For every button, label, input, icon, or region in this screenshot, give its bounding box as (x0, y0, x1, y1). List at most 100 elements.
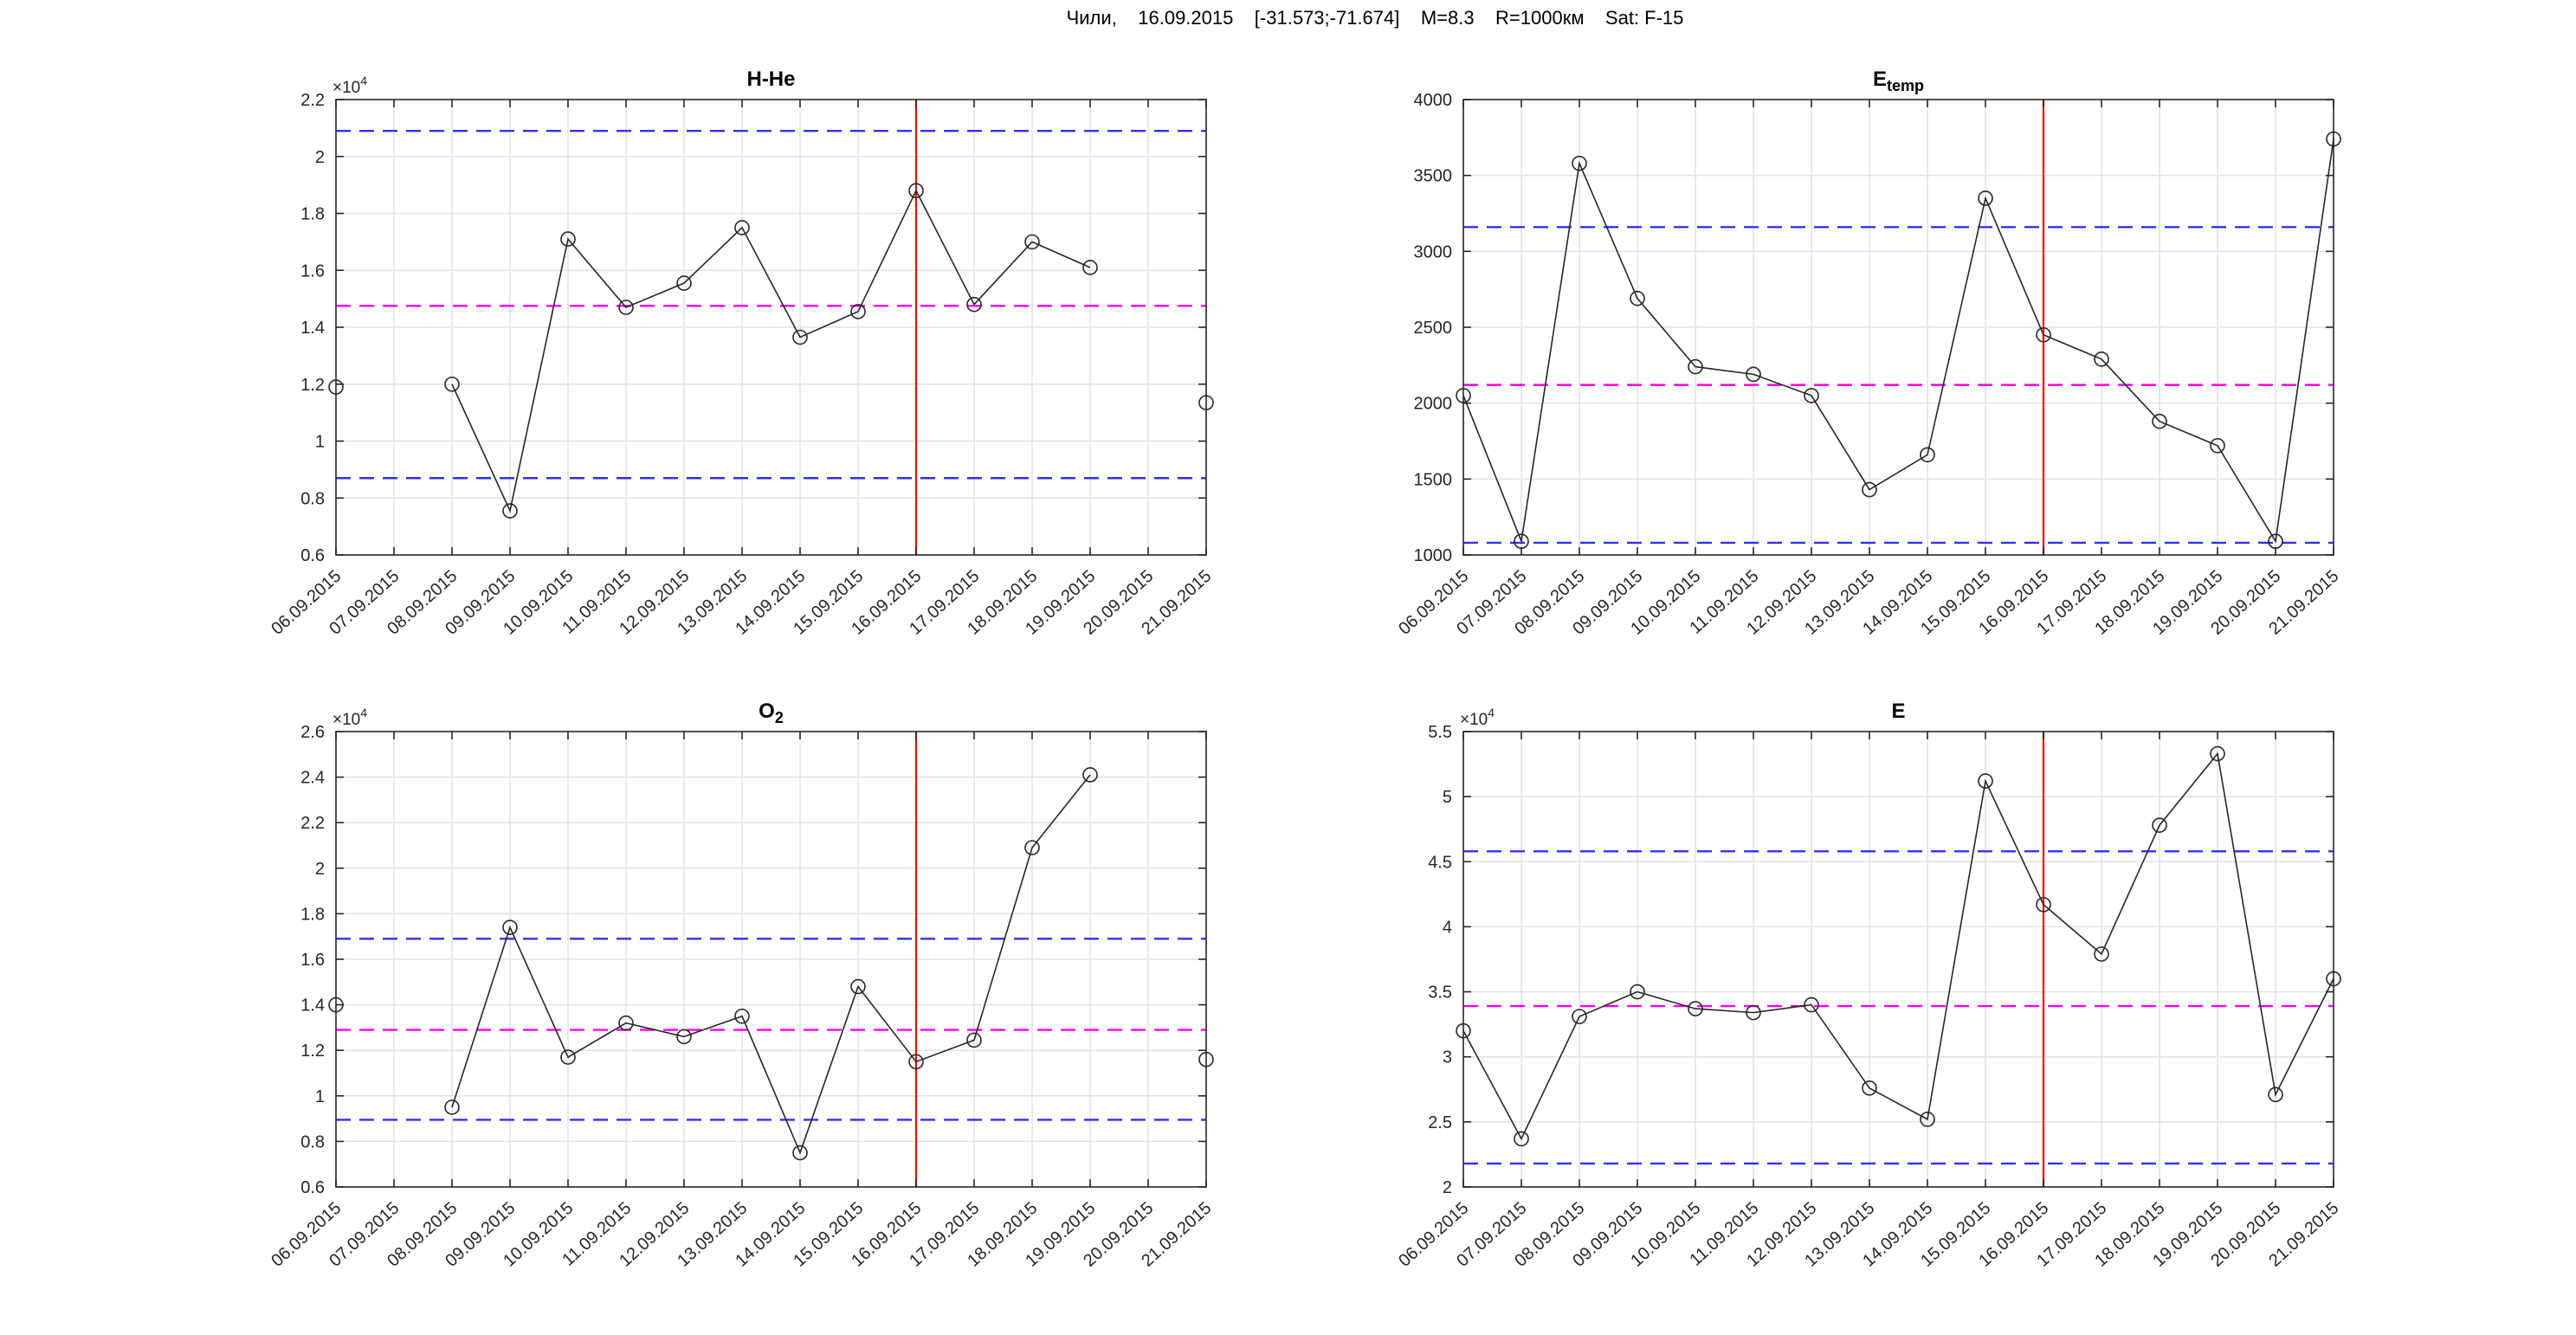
data-point (792, 1145, 808, 1161)
data-point (734, 220, 750, 235)
y-axis-multiplier: ×104 (1460, 706, 1495, 729)
y-tick-label: 1.8 (300, 205, 325, 224)
y-tick-label: 2.4 (300, 769, 325, 788)
chart-title: H-He (746, 68, 795, 91)
data-point (1746, 1004, 1761, 1021)
series-line (451, 189, 1091, 513)
data-point (792, 329, 808, 345)
y-tick-label: 1.4 (300, 319, 325, 338)
data-point (850, 304, 866, 319)
y-tick-label: 3 (1443, 1048, 1452, 1067)
data-point (2036, 897, 2051, 913)
chart-title: O2 (759, 700, 784, 726)
axes-box (1462, 731, 2334, 1188)
x-axis-labels: 06.09.201507.09.201508.09.201509.09.2015… (1395, 566, 2342, 638)
data-point (2152, 817, 2167, 834)
grid-lines (336, 100, 1206, 555)
y-tick-label: 3000 (1414, 242, 1453, 261)
data-point (618, 300, 634, 315)
data-point (1024, 234, 1040, 250)
chart-o2: 0.6 0.8 1 1.2 1.4 1.6 1.8 2 2.2 2.4 2.6 06.09.20150… (268, 700, 1215, 1271)
y-tick-label: 0.6 (300, 546, 325, 565)
data-point (1804, 388, 1819, 403)
y-tick-label: 1 (315, 433, 325, 452)
tick-marks (335, 99, 1207, 556)
y-tick-label: 0.8 (300, 1132, 325, 1151)
y-tick-label: 1.2 (300, 376, 325, 395)
y-tick-label: 2.5 (1428, 1113, 1452, 1132)
y-tick-label: 4000 (1414, 91, 1453, 110)
y-tick-label: 1.4 (300, 996, 325, 1016)
y-tick-label: 0.8 (300, 489, 325, 508)
series-line (451, 774, 1091, 1155)
y-tick-label: 2 (315, 148, 325, 167)
y-tick-label: 2000 (1414, 395, 1453, 414)
data-point (1746, 366, 1761, 383)
data-series (328, 767, 1214, 1161)
y-tick-label: 1.6 (300, 951, 325, 970)
data-point (850, 978, 866, 995)
y-tick-label: 4 (1443, 918, 1452, 937)
data-point (1082, 767, 1098, 783)
data-point (1514, 1131, 1529, 1147)
y-tick-label: 1.6 (300, 261, 325, 281)
chart-title: Etemp (1873, 68, 1924, 94)
data-series (1456, 131, 2341, 550)
data-point (2152, 413, 2167, 429)
data-point (676, 1029, 692, 1045)
grid-lines (1463, 100, 2334, 555)
data-point (2268, 1087, 2283, 1103)
chart-title: E (1891, 700, 1905, 723)
data-point (1630, 290, 1645, 306)
data-point (1630, 984, 1645, 1000)
data-point (2210, 437, 2225, 454)
data-point (734, 1008, 750, 1024)
data-point (966, 1032, 982, 1048)
data-point (444, 376, 460, 392)
chart-e_temp: 1000 1500 2000 2500 3000 3500 4000 06.09.201507… (1395, 68, 2342, 639)
series-line (1462, 751, 2334, 1141)
data-point (444, 1100, 460, 1115)
y-tick-label: 3500 (1414, 167, 1453, 186)
series-line (1462, 139, 2334, 545)
y-axis-labels: 0.6 0.8 1 1.2 1.4 1.6 1.8 2 2.2 2.4 2.6 (300, 723, 325, 1197)
x-axis-labels: 06.09.201507.09.201508.09.201509.09.2015… (1395, 1198, 2342, 1270)
data-point (1920, 447, 1935, 463)
y-axis-labels: 0.6 0.8 1 1.2 1.4 1.6 1.8 2 2.2 (300, 91, 325, 565)
data-series (328, 183, 1214, 519)
data-point (502, 919, 518, 935)
data-point (2210, 745, 2225, 762)
y-tick-label: 5.5 (1428, 723, 1452, 742)
y-axis-labels: 2 2.5 3 3.5 4 4.5 5 5.5 (1428, 723, 1452, 1197)
data-point (908, 1054, 924, 1070)
tick-marks (335, 731, 1207, 1188)
data-point (618, 1015, 634, 1031)
data-point (1920, 1112, 1935, 1127)
data-point (1862, 481, 1877, 498)
x-axis-labels: 06.09.201507.09.201508.09.201509.09.2015… (268, 1198, 1215, 1270)
tick-marks (1462, 731, 2334, 1188)
y-axis-multiplier: ×104 (332, 74, 367, 97)
x-axis-labels: 06.09.201507.09.201508.09.201509.09.2015… (268, 566, 1215, 638)
data-point (2094, 351, 2109, 367)
y-tick-label: 1500 (1414, 470, 1453, 489)
y-tick-label: 3.5 (1428, 984, 1452, 1003)
y-tick-label: 2500 (1414, 319, 1453, 338)
y-tick-label: 2.2 (300, 814, 325, 833)
data-point (1572, 155, 1587, 171)
data-point (560, 1049, 576, 1065)
data-point (676, 275, 692, 291)
data-point (1862, 1080, 1877, 1096)
tick-marks (1462, 99, 2334, 556)
data-point (1978, 190, 1993, 206)
y-tick-label: 1000 (1414, 546, 1453, 565)
y-tick-label: 4.5 (1428, 853, 1452, 872)
data-point (1572, 1009, 1587, 1024)
data-point (2036, 326, 2051, 343)
y-axis-labels: 1000 1500 2000 2500 3000 3500 4000 (1414, 91, 1453, 565)
chart-e: 2 2.5 3 3.5 4 4.5 5 5.5 06.09.201507.09.201508.0… (1395, 700, 2342, 1271)
data-point (1688, 358, 1703, 375)
y-tick-label: 1 (315, 1087, 325, 1106)
